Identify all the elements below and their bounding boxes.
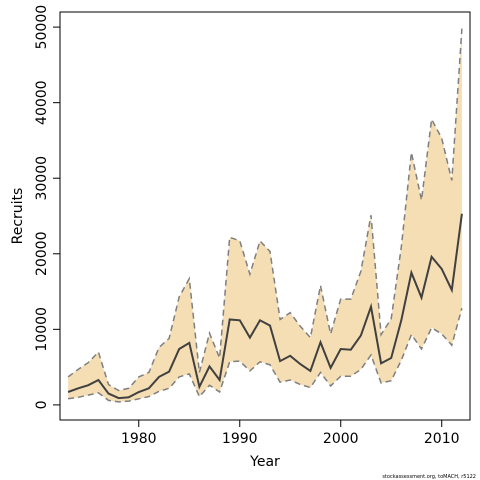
series-lines-layer bbox=[67, 28, 463, 403]
y-tick-label: 30000 bbox=[34, 156, 50, 201]
estimate-line bbox=[67, 213, 463, 400]
y-tick-label: 50000 bbox=[34, 5, 50, 50]
plot-frame bbox=[59, 11, 471, 421]
x-tick-label: 1980 bbox=[121, 431, 157, 447]
y-tick-label: 20000 bbox=[34, 232, 50, 277]
x-axis: 1980 1990 2000 2010 bbox=[121, 420, 460, 447]
x-tick-label: 2000 bbox=[323, 431, 359, 447]
y-axis-title: Recruits bbox=[10, 188, 26, 245]
x-axis-title: Year bbox=[249, 454, 280, 470]
confidence-band bbox=[68, 28, 462, 402]
y-tick-label: 0 bbox=[34, 400, 50, 409]
y-axis: 0 10000 20000 30000 40000 50000 bbox=[34, 5, 60, 409]
upper-bound-line bbox=[67, 28, 463, 392]
credit-text: stockassessment.org, toMACH, r5122 bbox=[382, 474, 476, 480]
x-tick-label: 2010 bbox=[424, 431, 460, 447]
y-tick-label: 10000 bbox=[34, 307, 50, 352]
confidence-band-layer bbox=[68, 28, 462, 402]
y-tick-label: 40000 bbox=[34, 80, 50, 125]
x-tick-label: 1990 bbox=[222, 431, 258, 447]
